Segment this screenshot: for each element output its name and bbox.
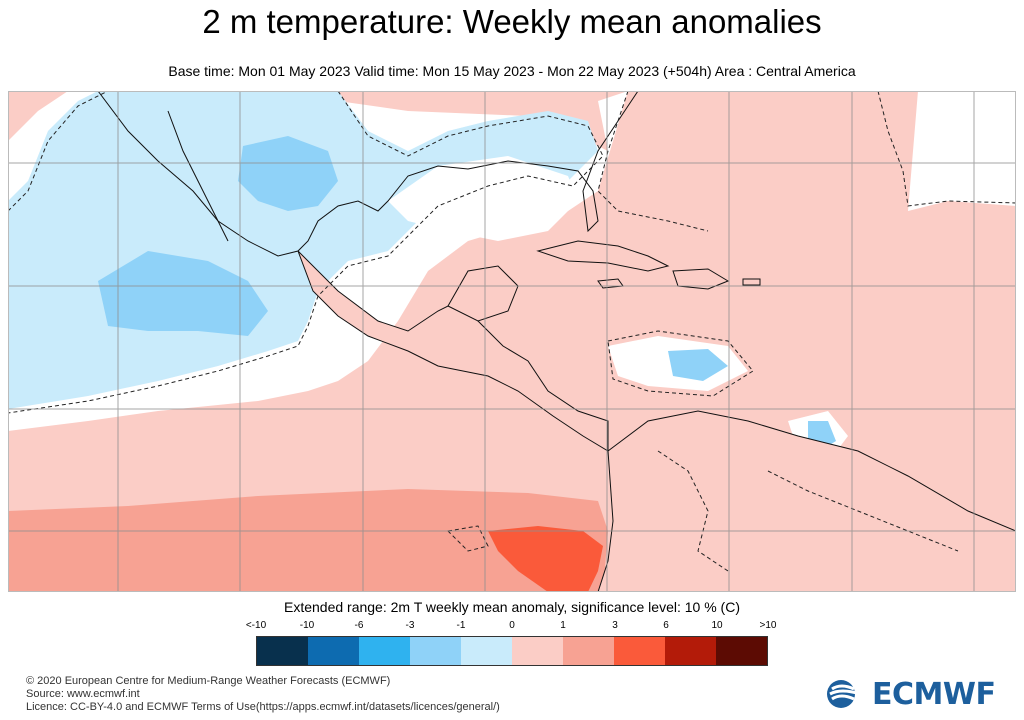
legend-tick-label: -1 (456, 620, 466, 631)
map-title: 2 m temperature: Weekly mean anomalies (202, 3, 822, 40)
legend-swatch (665, 637, 716, 665)
legend-tick-label: -3 (405, 620, 415, 631)
anomaly-map (8, 91, 1016, 592)
island-puerto-rico (742, 278, 761, 286)
cool-mid-anomaly-mexico (238, 136, 338, 211)
legend-color-bar (256, 636, 768, 666)
legend-swatch (512, 637, 563, 665)
legend-swatch (614, 637, 665, 665)
ecmwf-logo-text: ECMWF (872, 676, 996, 712)
credit-source: Source: www.ecmwf.int (26, 688, 140, 700)
significance-contour-pacific (8, 91, 604, 414)
land-south-america (597, 410, 1016, 592)
warm-strong-anomaly-peru (488, 526, 603, 592)
legend-swatch (257, 637, 308, 665)
ecmwf-logo-mark-icon (827, 680, 861, 708)
legend-tick-label: 1 (560, 620, 566, 631)
legend-tick-label: 6 (663, 620, 669, 631)
legend-tick-label: 10 (711, 620, 723, 631)
map-subtitle: Base time: Mon 01 May 2023 Valid time: M… (168, 63, 856, 79)
significance-contour-south (657, 450, 959, 572)
significance-contour-caribbean (607, 330, 754, 397)
island-cuba (536, 240, 670, 272)
warm-mid-anomaly-pacific (8, 489, 608, 592)
ecmwf-logo: ECMWF (826, 676, 1002, 712)
neutral-zone-gulf (388, 156, 578, 241)
credit-copyright: © 2020 European Centre for Medium-Range … (26, 675, 391, 687)
legend-swatch (410, 637, 461, 665)
cool-mid-anomaly-pacific (98, 251, 268, 336)
coastline-mexico-us (97, 91, 639, 257)
island-jamaica (597, 278, 624, 289)
legend-swatch (716, 637, 767, 665)
legend-swatch (563, 637, 614, 665)
legend-swatch (308, 637, 359, 665)
legend-tick-label: <-10 (245, 620, 267, 631)
coastline-baja (167, 110, 229, 242)
legend-tick-label: >10 (759, 620, 777, 631)
credit-licence: Licence: CC-BY-4.0 and ECMWF Terms of Us… (26, 701, 500, 713)
significance-contour-atlantic (597, 91, 1016, 232)
legend-tick-label: -10 (299, 620, 315, 631)
legend-tick-label: 3 (612, 620, 618, 631)
credits: © 2020 European Centre for Medium-Range … (26, 675, 500, 714)
neutral-zone-east (908, 91, 1016, 211)
significance-contour-peru (446, 525, 489, 552)
legend-tick-label: -6 (354, 620, 364, 631)
cool-anomaly-caribbean (668, 349, 728, 381)
legend-tick-label: 0 (509, 620, 515, 631)
legend-swatch (359, 637, 410, 665)
island-hispaniola (672, 268, 730, 290)
legend-title: Extended range: 2m T weekly mean anomaly… (283, 599, 740, 615)
land-central-america (297, 250, 609, 452)
legend-swatch (461, 637, 512, 665)
legend-tick-labels: <-10 -10 -6 -3 -1 0 1 3 6 10 >10 (233, 620, 793, 634)
